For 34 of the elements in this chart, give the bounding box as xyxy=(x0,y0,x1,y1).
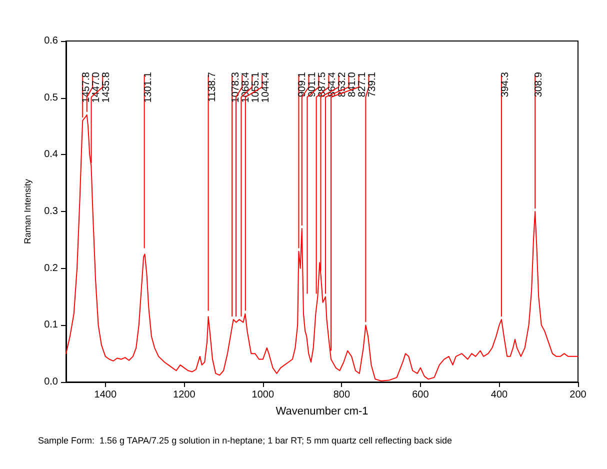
text: Sample Form: 1.56 g TAPA/7.25 g solution in n-heptane; 1 bar RT; 5 mm quartz cell reflecting back side xyxy=(38,436,452,446)
x-tick-label: 1400 xyxy=(94,390,117,400)
annotation: 1044.4 xyxy=(260,72,272,103)
y-tick-label: 0.5 xyxy=(44,92,58,104)
annotation: 1301.1 xyxy=(142,72,154,103)
annotation: 887.5 xyxy=(317,72,328,98)
x-tick-label: 800 xyxy=(333,390,350,400)
annotation: 1078.3 xyxy=(230,72,242,103)
annotation: 739.1 xyxy=(367,72,378,98)
annotation: 827.1 xyxy=(357,72,368,98)
annotation: 1447.0 xyxy=(91,72,102,103)
x-axis-title: Wavenumber cm-1 xyxy=(276,406,368,418)
y-tick-label: 0.0 xyxy=(44,376,58,388)
x-tick-label: 600 xyxy=(412,390,430,400)
x-tick-label: 1000 xyxy=(252,390,274,400)
annotation: 901.1 xyxy=(307,72,318,98)
y-axis-title: Raman Intensity xyxy=(22,178,32,244)
annotation: 1068.4 xyxy=(240,72,252,103)
annotation: 1435.8 xyxy=(101,72,112,103)
annotation: 1055.1 xyxy=(250,72,262,103)
y-tick-label: 0.1 xyxy=(44,320,58,331)
annotation: 1138.7 xyxy=(206,72,218,102)
x-tick-label: 1200 xyxy=(173,390,196,400)
annotation: 909.1 xyxy=(297,72,308,98)
annotation: 308.9 xyxy=(534,72,545,98)
y-tick-label: 0.3 xyxy=(44,206,58,217)
x-tick-label: 400 xyxy=(490,390,508,400)
y-tick-label: 0.2 xyxy=(44,262,58,274)
y-tick-label: 0.4 xyxy=(44,149,58,160)
y-tick-label: 0.6 xyxy=(44,36,58,46)
annotation: 1457.8 xyxy=(81,72,92,103)
annotation: 394.3 xyxy=(500,72,511,98)
annotation: 841.0 xyxy=(347,72,358,98)
x-tick-label: 200 xyxy=(570,390,587,400)
